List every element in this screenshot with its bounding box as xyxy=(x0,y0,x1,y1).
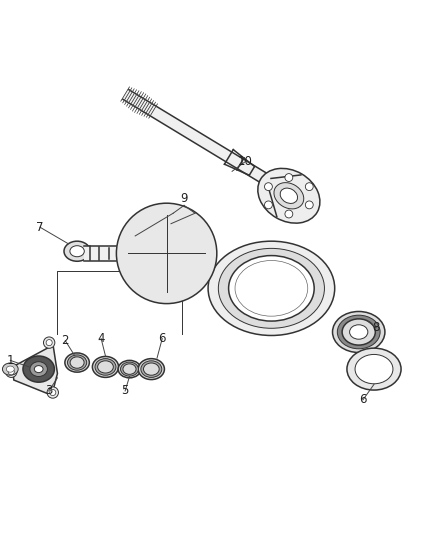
Polygon shape xyxy=(122,89,272,186)
Ellipse shape xyxy=(274,183,304,209)
Circle shape xyxy=(50,390,56,395)
Ellipse shape xyxy=(342,319,375,345)
Ellipse shape xyxy=(67,355,87,370)
Ellipse shape xyxy=(137,224,196,283)
Circle shape xyxy=(6,366,17,377)
Circle shape xyxy=(47,387,58,398)
Ellipse shape xyxy=(159,246,174,261)
Ellipse shape xyxy=(95,359,116,375)
Circle shape xyxy=(265,183,272,191)
Text: 3: 3 xyxy=(45,384,53,398)
Ellipse shape xyxy=(153,240,180,266)
Text: 7: 7 xyxy=(36,221,44,233)
Text: 8: 8 xyxy=(372,321,380,334)
Ellipse shape xyxy=(355,354,393,384)
Text: 6: 6 xyxy=(159,332,166,345)
Circle shape xyxy=(265,201,272,209)
Ellipse shape xyxy=(208,241,335,335)
Ellipse shape xyxy=(138,359,164,379)
Ellipse shape xyxy=(70,246,84,257)
Ellipse shape xyxy=(98,361,113,373)
Ellipse shape xyxy=(141,361,162,377)
Ellipse shape xyxy=(7,366,14,372)
Ellipse shape xyxy=(219,248,325,328)
Text: 9: 9 xyxy=(180,192,188,205)
Ellipse shape xyxy=(92,357,119,377)
Ellipse shape xyxy=(332,311,385,352)
Circle shape xyxy=(305,201,313,209)
Text: 1: 1 xyxy=(7,354,14,367)
Ellipse shape xyxy=(120,362,138,376)
Ellipse shape xyxy=(117,203,217,304)
Ellipse shape xyxy=(3,363,18,375)
Polygon shape xyxy=(84,246,117,261)
Circle shape xyxy=(285,210,293,218)
Ellipse shape xyxy=(350,325,368,339)
Ellipse shape xyxy=(258,168,320,223)
Ellipse shape xyxy=(337,315,380,349)
Ellipse shape xyxy=(23,356,54,382)
Ellipse shape xyxy=(128,215,205,292)
Text: 5: 5 xyxy=(121,384,129,398)
Ellipse shape xyxy=(145,231,188,275)
Ellipse shape xyxy=(280,188,297,204)
Circle shape xyxy=(8,369,14,375)
Text: 4: 4 xyxy=(97,332,105,345)
Text: 6: 6 xyxy=(359,393,367,406)
Ellipse shape xyxy=(118,360,141,378)
Ellipse shape xyxy=(34,366,43,373)
Ellipse shape xyxy=(123,364,136,374)
Polygon shape xyxy=(12,345,57,395)
Ellipse shape xyxy=(64,241,90,261)
Ellipse shape xyxy=(347,348,401,390)
Ellipse shape xyxy=(144,363,159,375)
Circle shape xyxy=(305,183,313,191)
Circle shape xyxy=(43,337,55,348)
Circle shape xyxy=(46,340,52,346)
Circle shape xyxy=(285,174,293,181)
Ellipse shape xyxy=(229,256,314,321)
Ellipse shape xyxy=(30,362,47,376)
Ellipse shape xyxy=(70,357,84,368)
Text: 10: 10 xyxy=(238,155,253,168)
Ellipse shape xyxy=(65,353,89,372)
Text: 2: 2 xyxy=(62,334,69,347)
